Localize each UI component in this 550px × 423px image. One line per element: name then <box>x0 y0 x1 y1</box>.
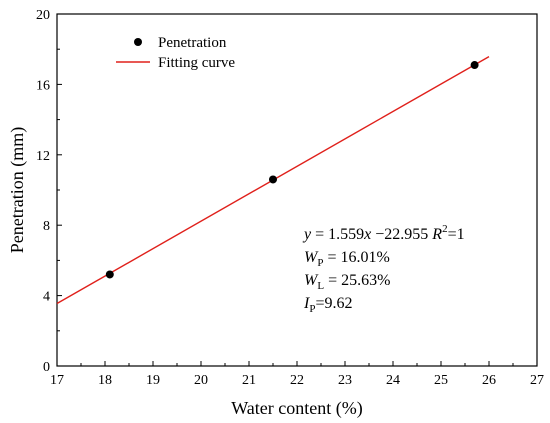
x-tick-label: 26 <box>482 373 496 388</box>
legend-label-fitting-curve: Fitting curve <box>158 55 235 71</box>
annotation-wl: WL = 25.63% <box>304 272 390 292</box>
y-axis-title: Penetration (mm) <box>7 127 28 253</box>
y-tick-label: 16 <box>36 78 50 93</box>
equation-y-symbol: y <box>302 226 312 243</box>
x-tick-label: 27 <box>530 373 544 388</box>
ip-value: =9.62 <box>315 295 352 312</box>
axis-ticks: 17 18 19 20 21 22 23 24 25 26 27 0 4 8 12 16 20 <box>36 8 544 388</box>
equation-x-symbol: x <box>363 226 371 243</box>
y-tick-label: 4 <box>43 290 50 305</box>
wp-symbol: W <box>304 249 319 266</box>
equation-r-superscript: 2 <box>442 223 448 235</box>
equation-intercept: −22.955 <box>371 226 432 243</box>
legend-marker-penetration <box>134 38 142 46</box>
wl-symbol: W <box>304 272 319 289</box>
x-tick-label: 25 <box>434 373 448 388</box>
equation-r-symbol: R <box>431 226 442 243</box>
y-tick-label: 8 <box>43 219 50 234</box>
annotation-block: y = 1.559x −22.955 R2=1 WP = 16.01% WL =… <box>302 223 465 315</box>
x-tick-label: 23 <box>338 373 352 388</box>
annotation-equation: y = 1.559x −22.955 R2=1 <box>302 223 465 243</box>
wp-subscript: P <box>317 257 323 269</box>
ip-symbol: I <box>303 295 310 312</box>
penetration-point <box>269 175 277 184</box>
x-tick-label: 20 <box>194 373 208 388</box>
penetration-point <box>470 61 479 70</box>
x-tick-label: 19 <box>146 373 160 388</box>
wp-value: = 16.01% <box>323 249 389 266</box>
series-layer <box>56 55 490 305</box>
x-axis-title: Water content (%) <box>231 398 362 419</box>
y-tick-label: 12 <box>36 149 50 164</box>
y-tick-label: 20 <box>36 8 50 23</box>
x-tick-label: 17 <box>50 373 64 388</box>
penetration-point <box>105 270 114 279</box>
y-tick-label: 0 <box>43 360 50 375</box>
x-tick-label: 22 <box>290 373 304 388</box>
annotation-wp: WP = 16.01% <box>304 249 390 269</box>
annotation-ip: IP=9.62 <box>303 295 352 315</box>
x-tick-label: 18 <box>98 373 112 388</box>
equation-slope: = 1.559 <box>311 226 364 243</box>
x-tick-label: 21 <box>242 373 256 388</box>
equation-r-value: =1 <box>448 226 465 243</box>
plot-frame <box>56 13 538 367</box>
legend-label-penetration: Penetration <box>158 35 227 51</box>
wl-subscript: L <box>317 280 324 292</box>
ip-subscript: P <box>309 303 315 315</box>
x-tick-label: 24 <box>386 373 400 388</box>
wl-value: = 25.63% <box>324 272 390 289</box>
legend: Penetration Fitting curve <box>116 35 235 71</box>
